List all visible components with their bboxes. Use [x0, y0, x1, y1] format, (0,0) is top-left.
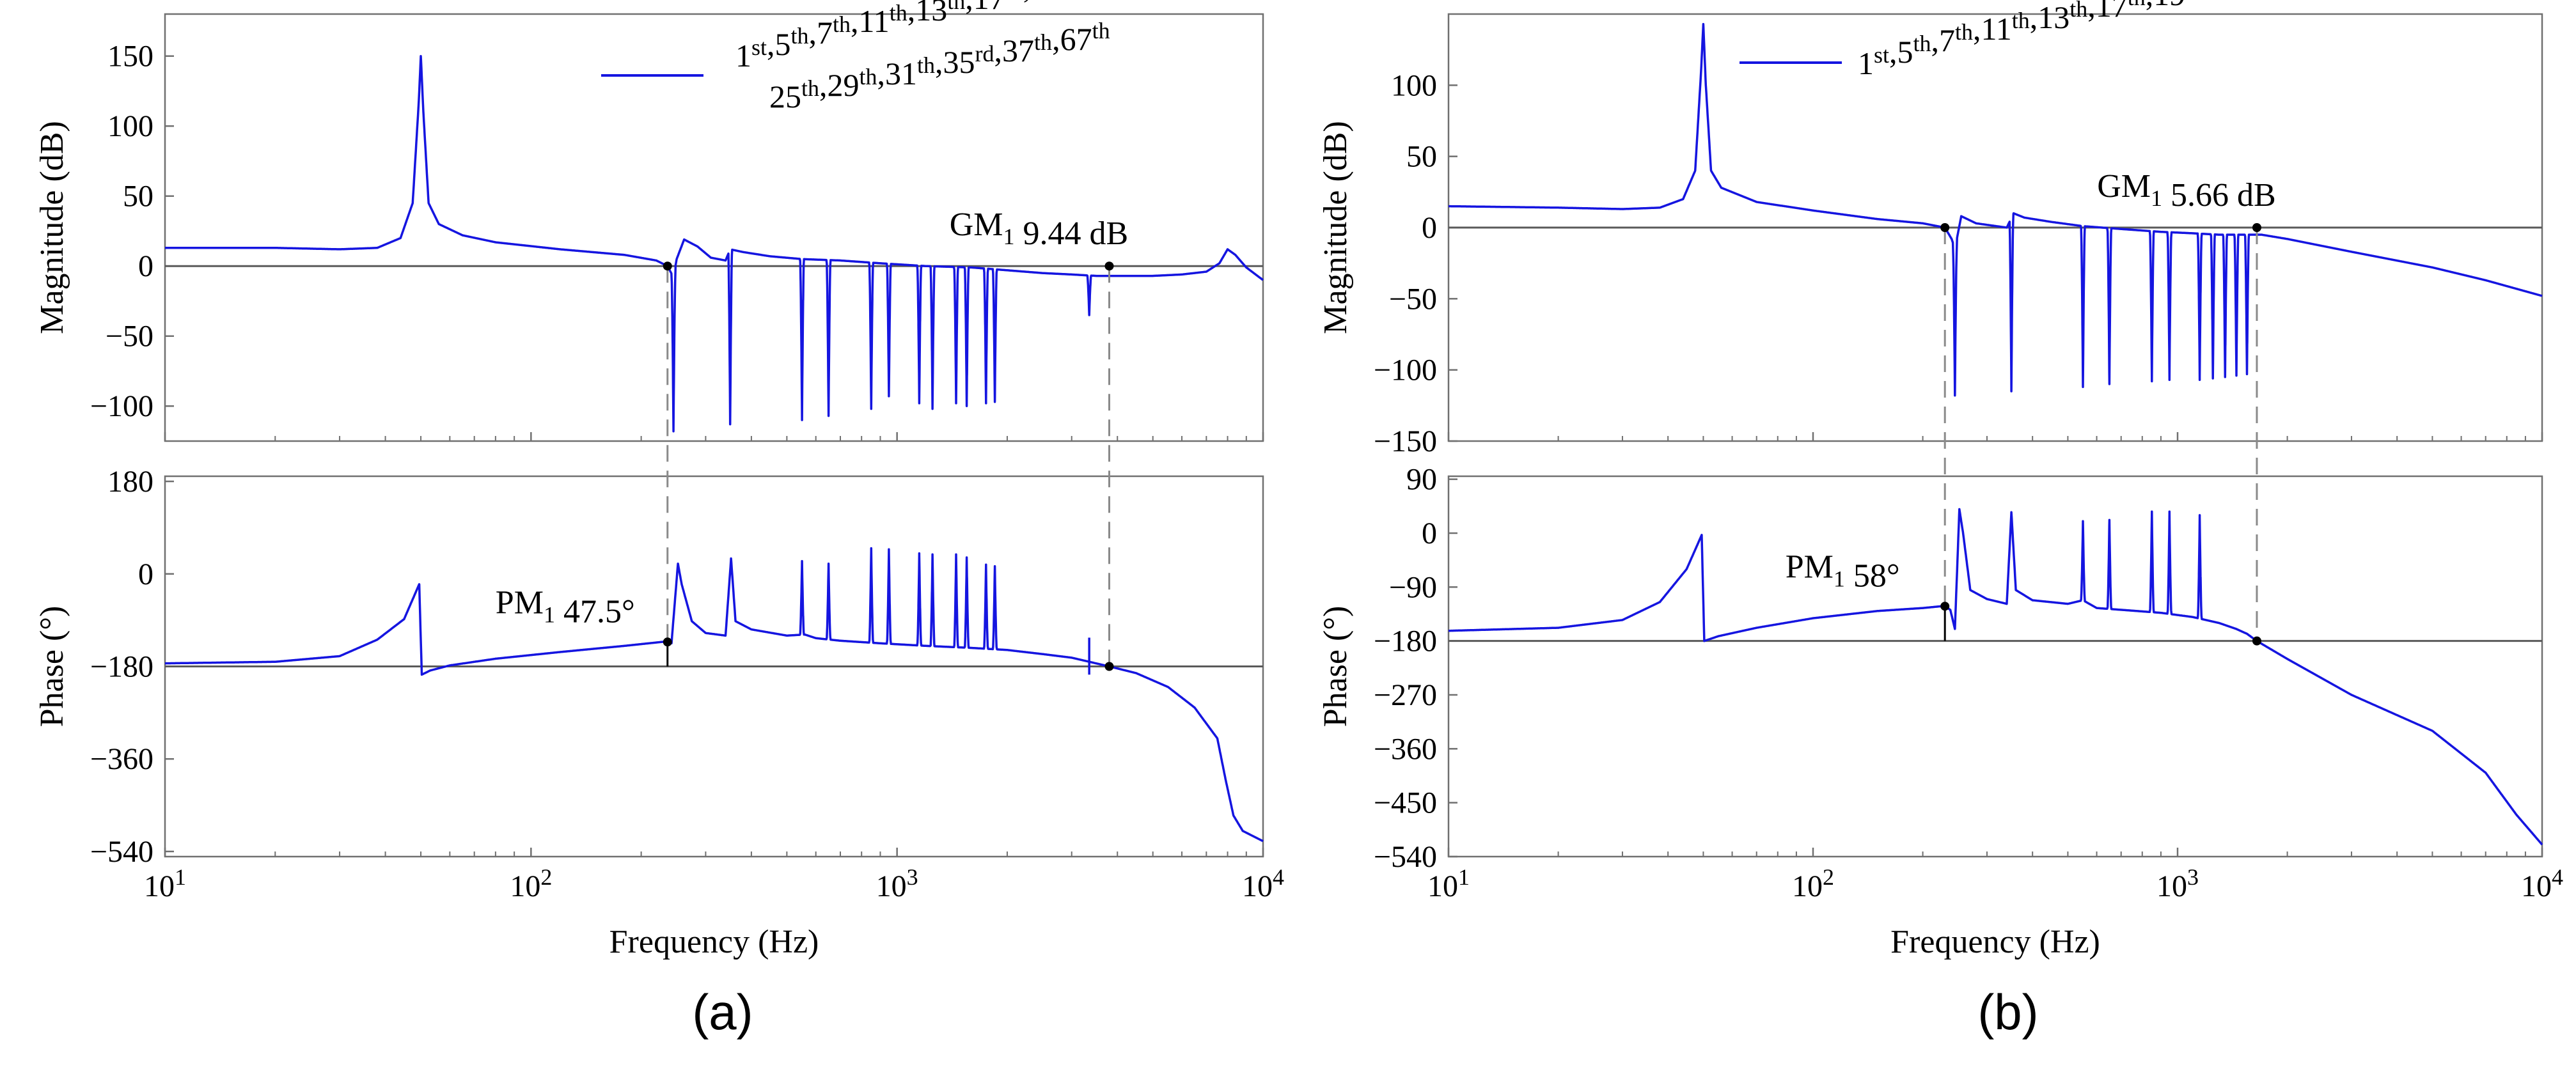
y-tick-label: −100 [90, 389, 153, 423]
crossover-dot [663, 261, 672, 271]
y-tick-label: −540 [90, 835, 153, 869]
gm-dot [2252, 223, 2261, 232]
y-tick-label: 0 [138, 249, 153, 283]
gain-margin-label: GM1 9.44 dB [950, 206, 1128, 252]
pm-dot [663, 637, 672, 647]
x-tick-label: 102 [1792, 864, 1834, 903]
y-tick-label: 100 [1391, 68, 1437, 102]
magnitude-y-label: Magnitude (dB) [1317, 121, 1354, 334]
y-tick-label: 0 [1422, 211, 1437, 245]
gm-dot [1104, 261, 1114, 271]
legend-text-line1: 1st,5th,7th,11th,13th,17th,19th,23rd, [735, 0, 1148, 74]
x-tick-label: 101 [1427, 864, 1470, 903]
x-axis-label: Frequency (Hz) [609, 924, 819, 960]
x-tick-label: 101 [144, 864, 186, 903]
phase-cross-dot [1104, 662, 1114, 671]
y-tick-label: −360 [1374, 732, 1437, 766]
y-tick-label: 180 [107, 465, 153, 499]
magnitude-curve [1447, 22, 2543, 397]
y-tick-label: 0 [138, 557, 153, 591]
phase-margin-label: PM1 47.5° [496, 584, 635, 630]
y-tick-label: 90 [1406, 463, 1437, 497]
legend-text-line2: 25th,29th,31th,35rd,37th,67th [769, 18, 1110, 114]
y-tick-label: −50 [1389, 282, 1437, 316]
y-tick-label: −180 [90, 650, 153, 684]
y-tick-label: −150 [1374, 424, 1437, 458]
y-tick-label: 50 [123, 180, 153, 214]
phase-cross-dot [2252, 636, 2261, 646]
x-tick-label: 103 [876, 864, 918, 903]
x-tick-label: 103 [2156, 864, 2199, 903]
plot-frame [1447, 475, 2543, 858]
phase-y-label: Phase (°) [1317, 606, 1354, 727]
x-axis-label: Frequency (Hz) [1890, 924, 2100, 960]
y-tick-label: −50 [106, 320, 153, 354]
plot-frame [164, 13, 1264, 442]
magnitude-plot: 100 50 0 −50 −100 −150 Magnitude (dB) [1317, 13, 2543, 458]
y-tick-label: −100 [1374, 354, 1437, 387]
magnitude-y-label: Magnitude (dB) [34, 121, 70, 334]
y-tick-label: −540 [1374, 840, 1437, 874]
y-tick-label: −360 [90, 742, 153, 776]
y-tick-label: −270 [1374, 678, 1437, 712]
legend-text-line1: 1st,5th,7th,11th,13th,17th,19th,23th,25t… [1858, 0, 2435, 81]
y-tick-label: 150 [107, 40, 153, 74]
panel-caption: (a) [692, 984, 753, 1040]
magnitude-curve [164, 54, 1264, 433]
phase-curve [1447, 508, 2543, 846]
crossover-dot [1940, 223, 1950, 232]
legend: 1st,5th,7th,11th,13th,17th,19th,23th,25t… [1740, 0, 2435, 81]
gain-margin-label: GM1 5.66 dB [2097, 168, 2275, 214]
phase-margin-label: PM1 58° [1786, 548, 1900, 594]
magnitude-plot: 150 100 50 0 −50 −100 Magnitude (dB) [34, 13, 1264, 442]
x-tick-label: 104 [2521, 864, 2563, 903]
y-tick-label: 100 [107, 109, 153, 143]
x-tick-label: 104 [1242, 864, 1284, 903]
panel-caption: (b) [1977, 984, 2038, 1040]
y-tick-label: −90 [1389, 570, 1437, 604]
y-tick-label: 50 [1406, 140, 1437, 174]
phase-y-label: Phase (°) [34, 606, 70, 727]
y-tick-label: −450 [1374, 786, 1437, 820]
phase-curve [164, 547, 1264, 843]
bode-panel-a: 150 100 50 0 −50 −100 Magnitude (dB) 180 0 −180 −3… [34, 0, 1284, 1040]
legend: 1st,5th,7th,11th,13th,17th,19th,23rd,25t… [601, 0, 1148, 114]
pm-dot [1940, 602, 1950, 611]
y-tick-label: 0 [1422, 517, 1437, 550]
x-tick-label: 102 [510, 864, 552, 903]
y-tick-label: −180 [1374, 625, 1437, 658]
bode-panel-b: 100 50 0 −50 −100 −150 Magnitude (dB) 90 0 −90 −18… [1317, 0, 2563, 1040]
